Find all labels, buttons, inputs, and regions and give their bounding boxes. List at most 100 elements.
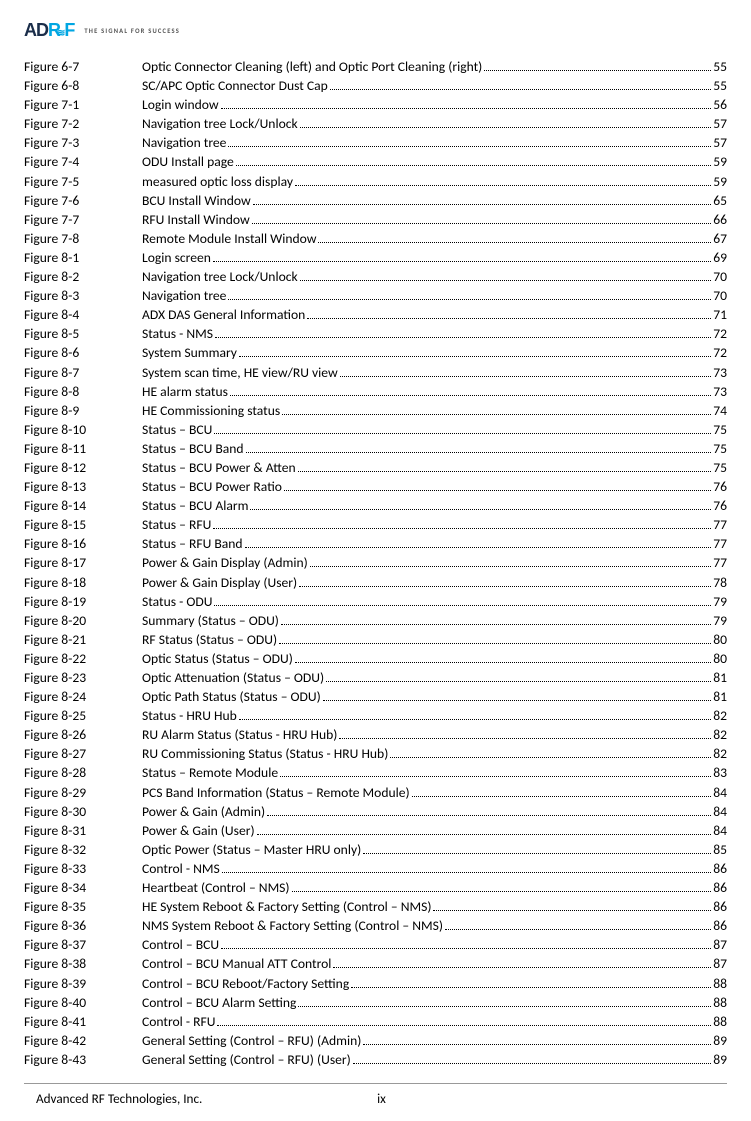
page-number: 78	[713, 573, 727, 592]
figure-title: Status – BCU Power Ratio	[142, 477, 282, 496]
toc-entry: Figure 8-30Power & Gain (Admin)84	[24, 802, 727, 821]
toc-entry: Figure 8-6System Summary72	[24, 343, 727, 362]
toc-entry: Figure 7-1Login window56	[24, 95, 727, 114]
figure-label: Figure 8-27	[24, 744, 142, 763]
figure-label: Figure 8-37	[24, 935, 142, 954]
dot-leader	[228, 299, 711, 300]
figure-label: Figure 7-4	[24, 152, 142, 171]
dot-leader	[340, 376, 712, 377]
toc-entry: Figure 8-36NMS System Reboot & Factory S…	[24, 916, 727, 935]
figure-title: PCS Band Information (Status – Remote Mo…	[142, 783, 410, 802]
toc-entry: Figure 8-22Optic Status (Status – ODU)80	[24, 649, 727, 668]
figure-label: Figure 8-9	[24, 401, 142, 420]
figure-title: Status - HRU Hub	[142, 706, 237, 725]
page-number: 77	[713, 553, 727, 572]
page-number: 66	[713, 210, 727, 229]
dot-leader	[295, 185, 711, 186]
footer-page-number: ix	[377, 1090, 386, 1107]
page-number: 55	[713, 57, 727, 76]
figure-title: Status – BCU	[142, 420, 212, 439]
toc-entry: Figure 8-34Heartbeat (Control – NMS)86	[24, 878, 727, 897]
page-number: 87	[713, 954, 727, 973]
figure-label: Figure 8-41	[24, 1012, 142, 1031]
toc-entry: Figure 7-8Remote Module Install Window67	[24, 229, 727, 248]
table-of-figures: Figure 6-7Optic Connector Cleaning (left…	[24, 57, 727, 1069]
figure-title: Status – RFU	[142, 515, 211, 534]
toc-entry: Figure 8-31Power & Gain (User)84	[24, 821, 727, 840]
dot-leader	[257, 834, 712, 835]
page-header: ADR≋F THE SIGNAL FOR SUCCESS	[24, 20, 727, 41]
dot-leader	[281, 624, 711, 625]
page-number: 80	[713, 630, 727, 649]
figure-title: Status – Remote Module	[142, 763, 278, 782]
figure-title: Control – BCU Manual ATT Control	[142, 954, 331, 973]
figure-label: Figure 8-34	[24, 878, 142, 897]
figure-title: BCU Install Window	[142, 191, 251, 210]
figure-label: Figure 8-31	[24, 821, 142, 840]
figure-title: Navigation tree Lock/Unlock	[142, 267, 298, 286]
toc-entry: Figure 8-4ADX DAS General Information71	[24, 305, 727, 324]
page-number: 84	[713, 783, 727, 802]
toc-entry: Figure 7-4ODU Install page59	[24, 152, 727, 171]
figure-label: Figure 7-2	[24, 114, 142, 133]
dot-leader	[484, 70, 711, 71]
figure-label: Figure 8-35	[24, 897, 142, 916]
figure-label: Figure 8-8	[24, 382, 142, 401]
page-number: 82	[713, 744, 727, 763]
toc-entry: Figure 8-7System scan time, HE view/RU v…	[24, 363, 727, 382]
figure-label: Figure 8-30	[24, 802, 142, 821]
dot-leader	[323, 700, 711, 701]
figure-title: RU Alarm Status (Status - HRU Hub)	[142, 725, 337, 744]
company-logo: ADR≋F	[24, 20, 74, 41]
dot-leader	[353, 1063, 711, 1064]
figure-label: Figure 8-29	[24, 783, 142, 802]
toc-entry: Figure 8-33Control - NMS86	[24, 859, 727, 878]
toc-entry: Figure 8-1Login screen69	[24, 248, 727, 267]
dot-leader	[267, 815, 711, 816]
page-number: 77	[713, 534, 727, 553]
figure-title: RU Commissioning Status (Status - HRU Hu…	[142, 744, 388, 763]
logo-letter-d: D	[36, 20, 48, 40]
page-number: 81	[713, 668, 727, 687]
page-number: 82	[713, 706, 727, 725]
figure-label: Figure 8-14	[24, 496, 142, 515]
page-number: 72	[713, 324, 727, 343]
dot-leader	[214, 433, 711, 434]
dot-leader	[230, 395, 711, 396]
page-number: 86	[713, 878, 727, 897]
figure-title: HE System Reboot & Factory Setting (Cont…	[142, 897, 431, 916]
dot-leader	[279, 643, 711, 644]
toc-entry: Figure 8-29PCS Band Information (Status …	[24, 783, 727, 802]
page-number: 76	[713, 496, 727, 515]
figure-label: Figure 8-36	[24, 916, 142, 935]
figure-label: Figure 8-43	[24, 1050, 142, 1069]
toc-entry: Figure 7-6BCU Install Window65	[24, 191, 727, 210]
figure-label: Figure 8-11	[24, 439, 142, 458]
figure-label: Figure 8-28	[24, 763, 142, 782]
figure-title: HE Commissioning status	[142, 401, 280, 420]
toc-entry: Figure 7-3Navigation tree57	[24, 133, 727, 152]
figure-title: Remote Module Install Window	[142, 229, 316, 248]
page-number: 86	[713, 859, 727, 878]
page-number: 89	[713, 1031, 727, 1050]
toc-entry: Figure 8-14Status – BCU Alarm76	[24, 496, 727, 515]
figure-title: SC/APC Optic Connector Dust Cap	[142, 76, 328, 95]
toc-entry: Figure 8-9HE Commissioning status 74	[24, 401, 727, 420]
page-number: 79	[713, 592, 727, 611]
figure-title: Navigation tree	[142, 286, 226, 305]
figure-label: Figure 7-7	[24, 210, 142, 229]
dot-leader	[217, 1025, 711, 1026]
figure-title: General Setting (Control – RFU) (User)	[142, 1050, 351, 1069]
dot-leader	[250, 509, 711, 510]
page-number: 75	[713, 420, 727, 439]
figure-title: Status - ODU	[142, 592, 212, 611]
figure-title: ODU Install page	[142, 152, 234, 171]
logo-letter-r: R	[48, 20, 60, 40]
page-number: 74	[713, 401, 727, 420]
figure-title: Navigation tree Lock/Unlock	[142, 114, 298, 133]
figure-title: NMS System Reboot & Factory Setting (Con…	[142, 916, 443, 935]
figure-label: Figure 8-24	[24, 687, 142, 706]
toc-entry: Figure 8-39Control – BCU Reboot/Factory …	[24, 974, 727, 993]
toc-entry: Figure 8-19Status - ODU79	[24, 592, 727, 611]
page-number: 59	[713, 172, 727, 191]
